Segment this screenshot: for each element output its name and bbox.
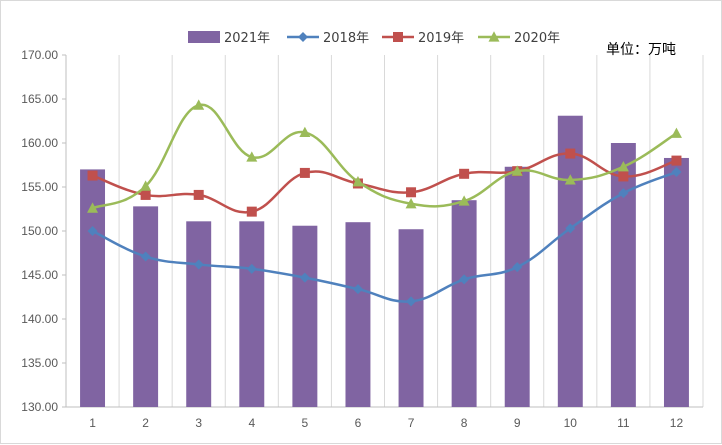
legend-label: 2018年 [323,31,369,46]
series-point [246,206,257,217]
series-point [87,226,98,236]
series-point [618,188,629,199]
series-point [618,171,629,182]
legend-marker [393,32,403,42]
series-point [617,161,629,172]
series-point [352,175,364,187]
legend-label: 2019年 [418,31,464,46]
bar [557,115,583,407]
bar [398,229,424,407]
x-tick-label: 6 [355,416,362,430]
series-point [670,127,682,138]
x-tick-label: 1 [89,416,96,430]
y-tick-label: 155.00 [21,180,58,194]
series-point [140,189,151,200]
bar [663,157,689,407]
series-point [512,262,523,273]
series-point [299,126,311,138]
series-point [671,155,682,166]
series-point [671,167,682,178]
x-tick-label: 2 [142,416,149,430]
series-point [511,165,523,176]
series-point [565,148,576,159]
legend-label: 2021年 [224,31,270,46]
series-point [406,187,417,198]
series-point [564,174,576,185]
series-point [459,168,470,179]
series-point [299,167,310,178]
bar [239,221,265,407]
x-tick-label: 11 [617,416,630,430]
bar [345,222,371,407]
x-tick-label: 7 [408,416,415,430]
x-tick-label: 9 [514,416,521,430]
x-tick-label: 8 [461,416,468,430]
series-point [406,296,417,307]
bar [610,143,636,407]
bar [451,200,477,407]
bar [186,221,212,407]
y-tick-label: 170.00 [21,48,58,62]
bar [504,166,530,407]
x-tick-label: 5 [302,416,309,430]
series-point [565,223,576,234]
y-tick-label: 140.00 [21,312,58,326]
unit-label: 单位：万吨 [606,42,676,58]
bar [133,206,159,407]
legend-label: 2020年 [514,31,560,46]
x-tick-label: 12 [670,416,684,430]
series-point [246,263,257,274]
x-tick-label: 4 [248,416,255,430]
y-tick-label: 165.00 [21,92,58,106]
series-point [459,274,470,285]
legend-marker [488,31,500,42]
series-point [140,251,151,262]
series-point [405,197,417,209]
y-tick-label: 160.00 [21,136,58,150]
x-tick-label: 10 [564,416,578,430]
y-tick-label: 135.00 [21,356,58,370]
bar [292,225,318,407]
series-point [352,284,363,295]
series-point [193,99,205,110]
series-point [193,189,204,200]
series-point [140,180,152,191]
y-tick-label: 130.00 [21,400,58,414]
series-point [458,195,470,206]
legend-swatch [188,31,220,43]
series-point [299,272,310,283]
series-point [87,170,98,181]
x-tick-label: 3 [195,416,202,430]
y-tick-label: 145.00 [21,268,58,282]
y-tick-label: 150.00 [21,224,58,238]
series-point [193,259,204,270]
series-point [246,151,258,162]
legend-marker [298,32,308,42]
series-point [87,202,99,213]
